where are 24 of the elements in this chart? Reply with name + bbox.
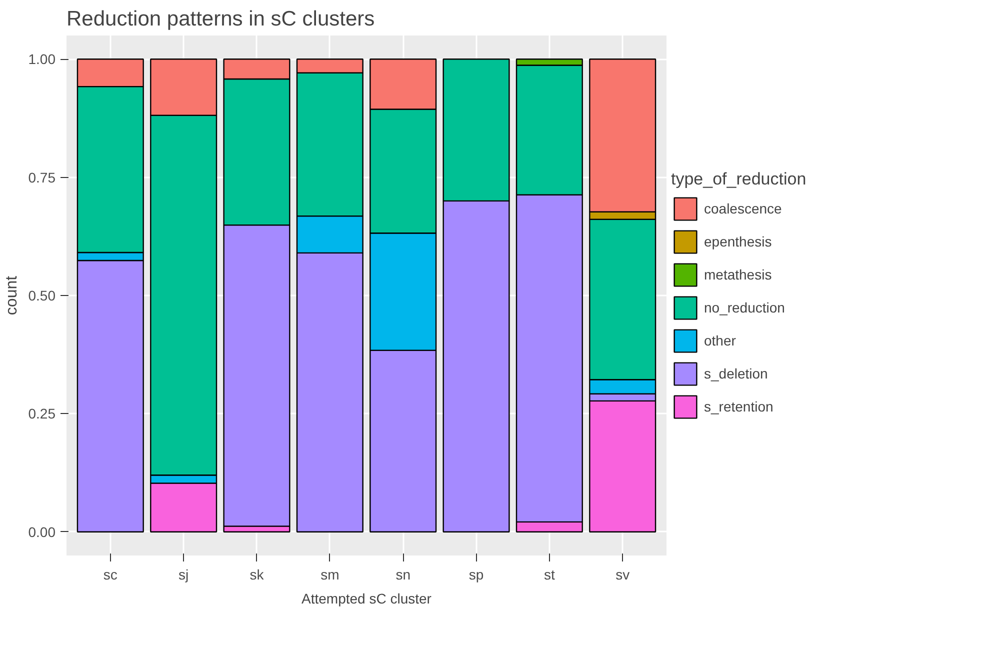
x-tick-label: sj: [178, 566, 189, 582]
x-tick-label: sc: [103, 566, 118, 582]
x-tick-label: sv: [616, 566, 630, 582]
legend-label: epenthesis: [704, 232, 772, 252]
y-tick-label: 0.25: [28, 406, 56, 422]
x-tick-label: sp: [468, 566, 484, 582]
x-tick-label: sk: [250, 566, 265, 582]
legend-title: type_of_reduction: [671, 170, 806, 190]
x-axis-title: Attempted sC cluster: [302, 590, 432, 606]
x-tick-label: sn: [396, 566, 410, 582]
y-axis-title: count: [3, 275, 20, 316]
legend-label: other: [704, 332, 736, 350]
y-tick-label: 0.50: [28, 288, 56, 304]
legend-label: coalescence: [704, 200, 782, 218]
x-tick-label: sm: [320, 566, 340, 582]
legend-label: s_deletion: [704, 364, 768, 384]
chart-title: Reduction patterns in sC clusters: [66, 8, 375, 30]
legend-label: no_reduction: [704, 298, 785, 318]
legend-label: metathesis: [704, 266, 772, 284]
x-tick-label: st: [544, 566, 555, 582]
y-tick-label: 0.00: [28, 524, 56, 540]
legend-label: s_retention: [704, 398, 774, 416]
y-tick-label: 0.75: [28, 169, 56, 186]
y-tick-label: 1.00: [28, 51, 56, 68]
